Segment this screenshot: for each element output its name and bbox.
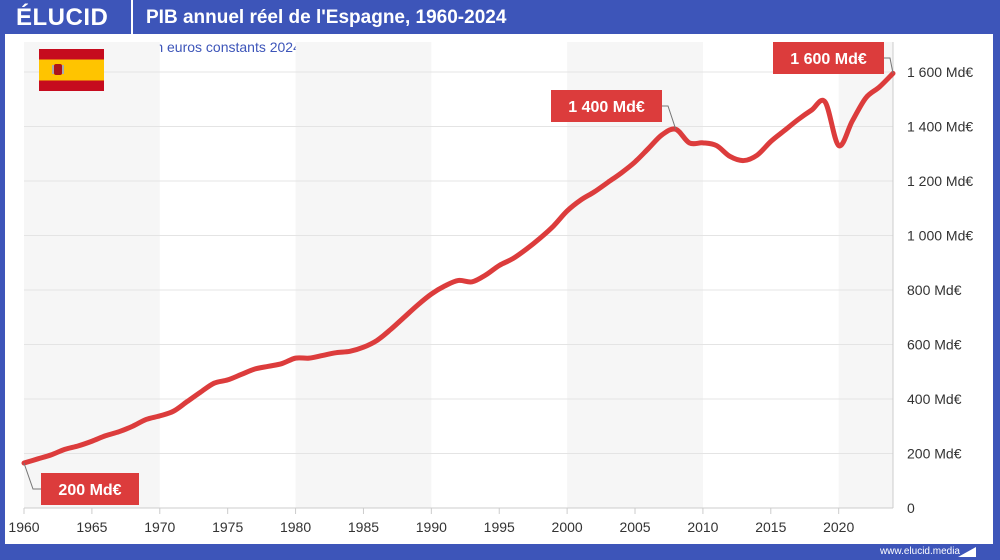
x-tick-label: 2000: [552, 519, 583, 535]
elucid-mark-icon: [958, 547, 976, 557]
x-tick-label: 1960: [8, 519, 39, 535]
chart-title: PIB annuel réel de l'Espagne, 1960-2024: [146, 7, 507, 28]
y-tick-label: 400 Md€: [907, 391, 962, 407]
annotation-leader: [884, 57, 894, 74]
elucid-logo: ÉLUCID: [16, 4, 109, 31]
gdp-series-line: [21, 70, 896, 466]
x-tick-label: 1975: [212, 519, 243, 535]
x-tick-label: 1985: [348, 519, 379, 535]
spain-flag-icon: [39, 49, 104, 91]
annotation-leader: [23, 462, 41, 490]
y-tick-label: 1 200 Md€: [907, 173, 973, 189]
shaded-band: [24, 42, 160, 508]
x-tick-label: 2010: [687, 519, 718, 535]
x-tick-label: 1990: [416, 519, 447, 535]
x-tick-label: 2015: [755, 519, 786, 535]
unit-label: En euros constants 2024: [146, 39, 301, 55]
header-divider: [131, 0, 133, 34]
shaded-band: [838, 42, 893, 508]
y-tick-label: 800 Md€: [907, 282, 962, 298]
x-tick-label: 1970: [144, 519, 175, 535]
annotation-label: 1 600 Md€: [790, 51, 867, 68]
y-tick-label: 1 000 Md€: [907, 228, 973, 244]
x-tick-label: 1995: [484, 519, 515, 535]
y-tick-label: 0: [907, 500, 915, 516]
x-tick-label: 1965: [76, 519, 107, 535]
annotation-leader: [662, 105, 677, 130]
x-tick-label: 1980: [280, 519, 311, 535]
y-tick-label: 1 400 Md€: [907, 119, 973, 135]
footer-url[interactable]: www.elucid.media: [879, 546, 960, 557]
y-tick-label: 1 600 Md€: [907, 64, 973, 80]
annotation-box: [41, 473, 139, 505]
annotation-box: [773, 42, 884, 74]
annotation-label: 1 400 Md€: [568, 99, 645, 116]
x-tick-label: 2005: [619, 519, 650, 535]
x-tick-label: 2020: [823, 519, 854, 535]
shaded-band: [295, 42, 432, 508]
annotation-label: 200 Md€: [58, 482, 121, 499]
y-tick-label: 200 Md€: [907, 446, 962, 462]
header: ÉLUCID PIB annuel réel de l'Espagne, 196…: [0, 0, 1000, 34]
annotation-box: [551, 90, 662, 122]
y-tick-label: 600 Md€: [907, 337, 962, 353]
